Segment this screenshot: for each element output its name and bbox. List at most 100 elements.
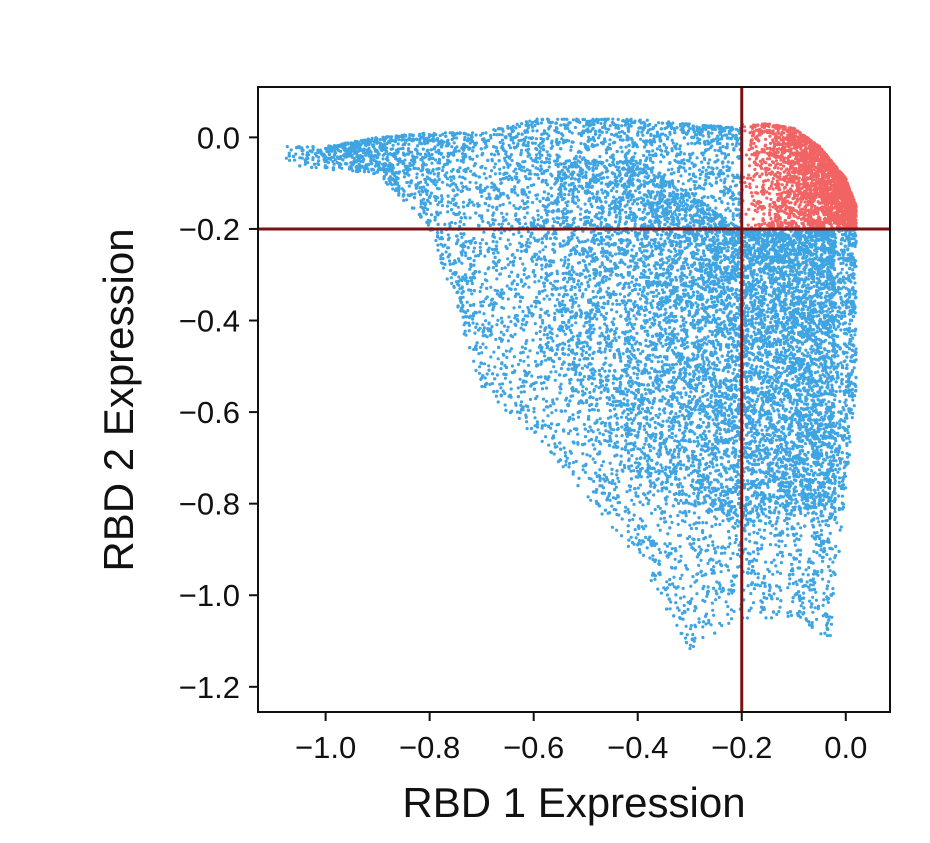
scatter-point [650, 511, 654, 515]
scatter-point [518, 377, 522, 381]
scatter-point [624, 145, 628, 149]
scatter-point [681, 182, 685, 186]
scatter-point [639, 137, 643, 141]
scatter-point [335, 155, 339, 159]
scatter-point [402, 175, 406, 179]
scatter-point [498, 171, 502, 175]
scatter-point [847, 295, 852, 299]
scatter-point [720, 623, 724, 628]
scatter-point [508, 201, 512, 205]
scatter-point [843, 239, 847, 243]
scatter-point [560, 198, 565, 202]
scatter-point [624, 439, 628, 443]
scatter-point [809, 488, 813, 492]
scatter-point [713, 148, 717, 152]
scatter-point [400, 138, 404, 142]
scatter-point [625, 490, 629, 494]
scatter-point [724, 478, 729, 482]
scatter-point [649, 579, 653, 583]
scatter-point [689, 584, 693, 588]
scatter-point [440, 204, 445, 208]
scatter-point [541, 419, 545, 423]
scatter-point [764, 616, 768, 620]
scatter-point [608, 409, 612, 413]
scatter-point [493, 153, 497, 157]
scatter-point [835, 421, 839, 425]
scatter-point [510, 177, 514, 182]
scatter-point [511, 252, 515, 257]
scatter-point [514, 401, 518, 405]
scatter-point [688, 239, 692, 243]
scatter-point [679, 554, 683, 558]
scatter-point [795, 582, 799, 587]
scatter-point [804, 568, 808, 572]
scatter-point [481, 323, 485, 327]
scatter-point [713, 551, 718, 555]
scatter-point [712, 613, 716, 617]
scatter-point [803, 289, 808, 293]
scatter-point [310, 150, 314, 154]
scatter-point [762, 536, 766, 541]
scatter-point [752, 587, 757, 591]
scatter-point [581, 389, 585, 393]
scatter-point [499, 367, 503, 371]
scatter-point [453, 221, 457, 225]
scatter-point [772, 592, 776, 596]
scatter-point [830, 386, 834, 390]
scatter-point [819, 632, 823, 636]
scatter-point [839, 271, 843, 275]
scatter-point [492, 390, 496, 394]
scatter-point [779, 309, 783, 313]
scatter-point [496, 318, 500, 322]
scatter-point [484, 319, 488, 323]
scatter-point [690, 141, 694, 145]
scatter-point [730, 142, 735, 146]
scatter-point [618, 138, 622, 142]
scatter-point [619, 314, 623, 318]
scatter-point [687, 459, 691, 463]
scatter-point [760, 428, 764, 432]
scatter-point [482, 362, 487, 366]
scatter-point [527, 177, 531, 181]
scatter-point [414, 186, 418, 190]
scatter-point [643, 428, 647, 432]
scatter-point [505, 212, 509, 216]
scatter-point [686, 142, 690, 146]
scatter-point [760, 600, 764, 605]
scatter-point [711, 540, 715, 544]
scatter-point [841, 278, 845, 282]
scatter-point [538, 337, 543, 341]
scatter-point [482, 172, 486, 176]
scatter-point [613, 140, 617, 144]
scatter-point [405, 180, 409, 185]
scatter-point [429, 213, 434, 217]
scatter-point [413, 192, 417, 196]
scatter-point [528, 169, 532, 173]
scatter-point [706, 195, 710, 199]
scatter-point [456, 205, 460, 209]
scatter-point [498, 167, 502, 171]
scatter-point [722, 181, 726, 185]
scatter-point [516, 292, 521, 296]
scatter-point [811, 595, 815, 599]
scatter-point [436, 203, 440, 207]
scatter-point [618, 462, 622, 467]
scatter-point [707, 165, 711, 169]
scatter-point [833, 517, 837, 522]
scatter-point [767, 505, 772, 509]
scatter-point [574, 321, 578, 325]
scatter-point [826, 537, 830, 541]
scatter-point [490, 297, 495, 301]
scatter-point [658, 551, 663, 555]
scatter-point [598, 431, 602, 435]
scatter-point [726, 160, 730, 164]
scatter-point [443, 222, 447, 226]
scatter-point [531, 216, 535, 220]
scatter-point [415, 137, 419, 141]
scatter-point [718, 146, 722, 150]
scatter-point [838, 399, 842, 404]
scatter-point [468, 216, 472, 220]
scatter-point [608, 498, 612, 502]
scatter-point [451, 167, 455, 172]
scatter-point [675, 623, 679, 628]
